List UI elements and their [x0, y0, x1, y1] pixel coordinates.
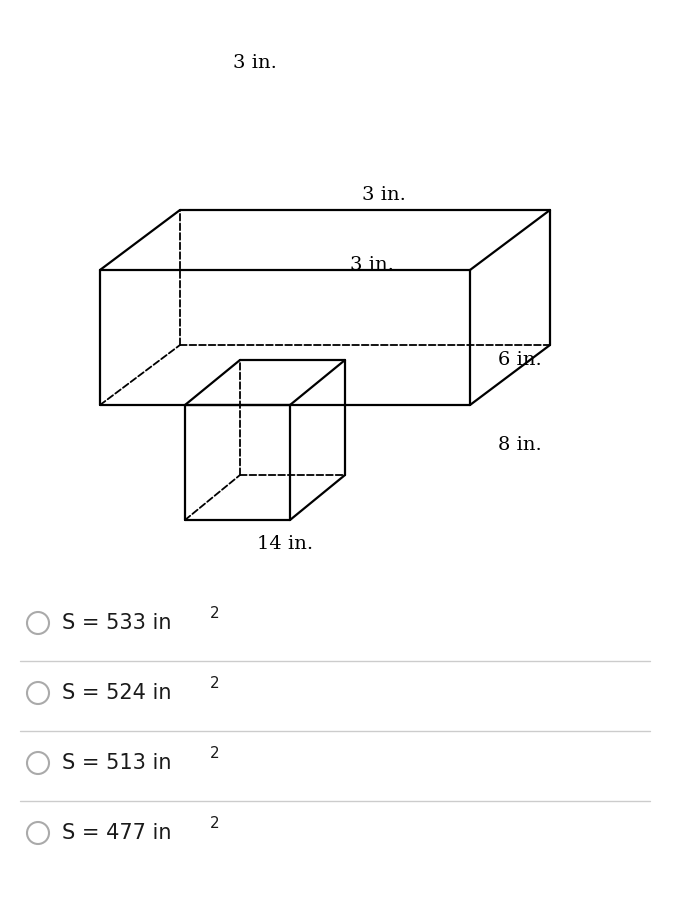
- Text: 8 in.: 8 in.: [498, 436, 541, 454]
- Text: 3 in.: 3 in.: [362, 186, 406, 204]
- Text: 2: 2: [210, 745, 220, 761]
- Text: 3 in.: 3 in.: [233, 54, 277, 72]
- Text: 14 in.: 14 in.: [257, 535, 313, 553]
- Text: 6 in.: 6 in.: [498, 351, 541, 369]
- Text: S = 477 in: S = 477 in: [62, 823, 172, 843]
- Text: S = 533 in: S = 533 in: [62, 613, 172, 633]
- Text: 2: 2: [210, 605, 220, 621]
- Text: 2: 2: [210, 815, 220, 831]
- Text: 3 in.: 3 in.: [350, 256, 394, 274]
- Text: S = 513 in: S = 513 in: [62, 753, 172, 773]
- Text: 2: 2: [210, 675, 220, 691]
- Text: S = 524 in: S = 524 in: [62, 683, 172, 703]
